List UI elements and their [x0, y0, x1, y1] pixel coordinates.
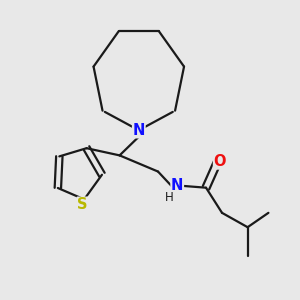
Text: S: S — [77, 197, 88, 212]
Text: H: H — [165, 191, 174, 204]
Text: O: O — [214, 154, 226, 169]
Text: N: N — [133, 123, 145, 138]
Text: N: N — [171, 178, 183, 194]
